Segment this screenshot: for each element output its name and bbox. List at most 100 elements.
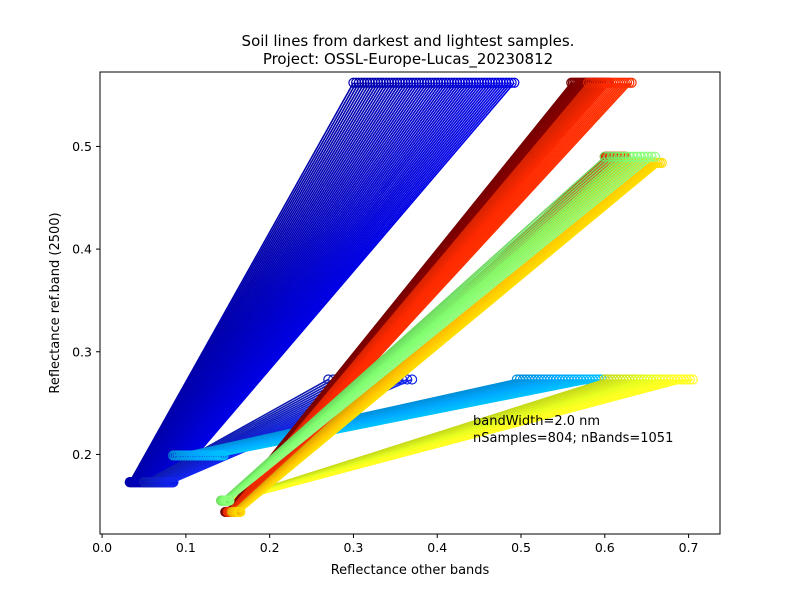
soil-line [155,82,453,483]
light-sample-marker [406,374,418,385]
soil-line [136,82,382,483]
soil-line [169,82,505,483]
soil-line [154,82,447,483]
soil-line [151,82,436,483]
soil-line [129,82,357,483]
soil-line [140,82,396,483]
y-tick-label: 0.5 [72,139,92,154]
dark-sample-marker [224,495,235,506]
x-tick-label: 0.7 [679,540,699,555]
soil-line [166,82,491,483]
series-green [215,151,661,506]
light-sample-marker [610,151,621,162]
soil-line [134,82,376,483]
soil-line [159,82,466,483]
soil-line [143,82,406,483]
soil-line [160,82,472,483]
axis-layer: 0.0 0.1 0.2 0.3 0.4 0.5 0.6 0.7 0.2 0.3 0.4 0.5 [72,139,698,555]
soil-line [150,378,349,483]
soil-line [145,378,334,483]
soil-line [147,378,339,483]
y-tick-label: 0.3 [72,344,92,359]
soil-line [171,82,513,483]
soil-line [162,82,477,483]
soil-line [132,82,368,483]
annotation-samples: nSamples=804; nBands=1051 [473,431,673,446]
y-axis-label: Reflectance ref.band (2500) [48,212,63,393]
soil-line [148,378,344,483]
soil-line [165,82,488,483]
soil-line [134,82,374,483]
x-tick-label: 0.3 [344,540,364,555]
soil-line [133,82,371,483]
soil-line [129,82,355,483]
light-sample-marker [635,151,646,162]
soil-line [172,82,515,483]
soil-line [130,82,360,483]
light-sample-marker [603,151,614,162]
light-sample-marker [687,374,698,385]
soil-line [131,82,363,483]
soil-line [150,82,434,483]
soil-line [164,82,485,483]
soil-line [156,82,455,483]
soil-line [163,82,480,483]
soil-line [152,82,442,483]
light-sample-marker [624,151,636,162]
light-sample-marker [626,77,637,88]
soil-line [154,82,450,483]
x-tick-label: 0.6 [595,540,615,555]
soil-line [153,82,445,483]
light-sample-marker [649,151,661,162]
light-sample-marker [639,151,650,162]
soil-line [148,82,425,483]
soil-line [158,82,464,483]
light-sample-marker [621,151,632,162]
x-axis-label: Reflectance other bands [331,563,490,578]
x-tick-label: 0.1 [176,540,196,555]
light-sample-marker [617,151,628,162]
series-blue-upper [124,77,520,488]
soil-line [228,156,656,502]
x-tick-label: 0.4 [427,540,447,555]
soil-line [140,82,398,483]
soil-line [161,82,475,483]
dark-sample-marker [218,450,229,461]
x-tick-label: 0.0 [92,540,112,555]
soil-line [145,82,415,483]
soil-line [167,82,496,483]
light-sample-marker [599,151,610,162]
soil-line [151,82,439,483]
light-sample-marker [606,151,618,162]
light-sample-marker [656,157,667,168]
y-tick-label: 0.2 [72,447,92,462]
soil-line [168,82,499,483]
light-sample-marker [642,151,653,162]
soil-line [139,82,393,483]
soil-line [144,82,412,483]
dark-sample-marker [168,477,179,488]
light-sample-marker [614,151,625,162]
plot-frame [99,71,721,535]
soil-line [149,82,428,483]
soil-line [160,82,469,483]
soil-line [157,82,458,483]
soil-line [166,82,494,483]
dark-sample-marker [235,506,246,518]
light-sample-marker [646,151,657,162]
soil-line [171,82,510,483]
y-tick-label: 0.4 [72,242,92,257]
chart-title: Soil lines from darkest and lightest sam… [242,32,575,50]
soil-line [170,82,507,483]
light-sample-marker [506,77,517,88]
soil-line [138,82,390,483]
series-yellow-lower [218,374,698,506]
soil-line [235,378,693,502]
x-tick-label: 0.2 [260,540,280,555]
soil-line [142,82,404,483]
series-layer [124,77,698,518]
chart-subtitle: Project: OSSL-Europe-Lucas_20230812 [263,50,553,69]
soil-line [132,82,366,483]
soil-line [147,82,423,483]
